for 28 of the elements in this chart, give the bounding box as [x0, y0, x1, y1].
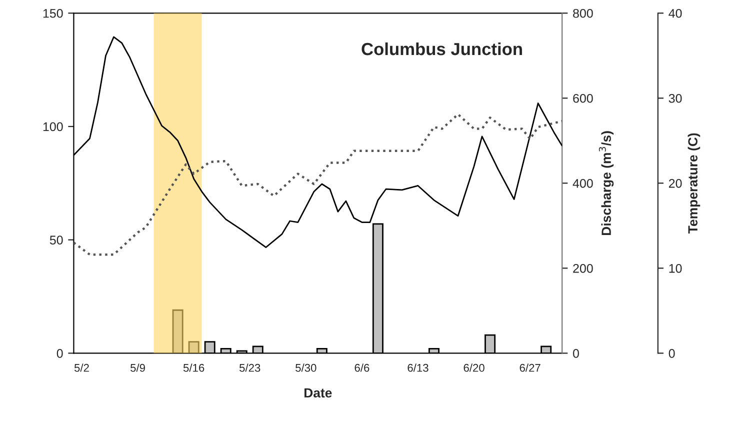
y2-tick-label: 600	[573, 94, 593, 103]
y-tick-label: 100	[43, 122, 63, 132]
x-tick-label: 5/23	[239, 364, 260, 372]
text: Columbus Junction	[362, 42, 522, 56]
y2-tick-label: 0	[573, 348, 579, 358]
y2-tick-label: 400	[572, 178, 593, 188]
y3-axis-title: Temperature (C)	[688, 133, 700, 234]
x-axis-title: Date	[304, 388, 332, 398]
x-tick-label: 6/13	[408, 364, 428, 372]
x-tick-label: 5/2	[74, 364, 89, 372]
y2-tick-label: 800	[573, 8, 593, 18]
x-tick-label: 5/30	[296, 364, 316, 372]
line-series	[74, 113, 562, 256]
y-tick-label: 0	[56, 348, 63, 358]
y3-tick-label: 20	[668, 178, 682, 188]
x-tick-label: 5/16	[183, 364, 204, 372]
x-tick-label: 6/6	[354, 364, 370, 372]
y-tick-label: 150	[43, 8, 63, 18]
x-tick-label: 6/20	[464, 364, 484, 372]
y3-tick-label: 10	[669, 264, 682, 273]
y-tick-label: 50	[50, 236, 63, 244]
y2-tick-label: 200	[573, 264, 593, 273]
y3-tick-label: 40	[668, 8, 682, 18]
x-tick-label: 5/9	[130, 364, 145, 372]
y2-axis-title: Discharge (m$^{3}$/s)	[598, 131, 614, 235]
y3-tick-label: 30	[668, 94, 682, 103]
x-tick-label: 6/27	[520, 364, 540, 372]
y3-tick-label: 0	[668, 348, 675, 358]
